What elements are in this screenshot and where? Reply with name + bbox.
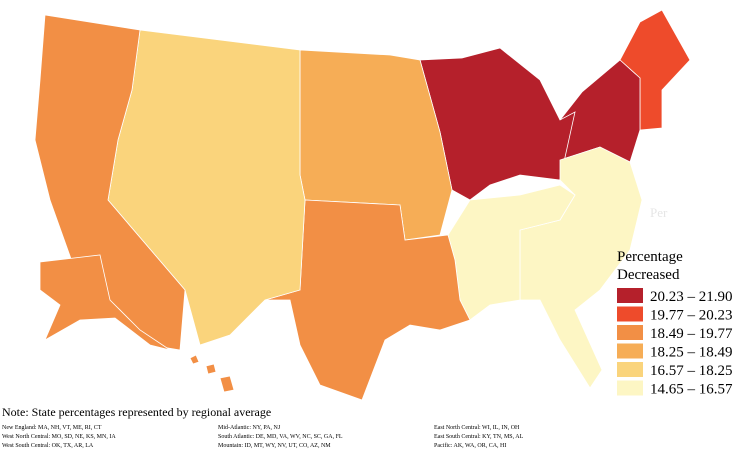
legend-title: Percentage xyxy=(617,249,683,265)
legend-swatch xyxy=(617,343,643,359)
region-shape xyxy=(189,354,200,365)
region-footnote: South Atlantic: DE, MD, VA, WV, NC, SC, … xyxy=(218,434,343,440)
region-footnote: East North Central: WI, IL, IN, OH xyxy=(434,425,520,431)
region-footnote: New England: MA, NH, VT, ME, RI, CT xyxy=(2,425,102,431)
region-shape xyxy=(39,254,171,351)
legend-label: 18.25 – 18.49 xyxy=(650,345,733,361)
region-footnotes: New England: MA, NH, VT, ME, RI, CT Mid-A… xyxy=(2,425,524,449)
region-footnote: Mountain: ID, MT, WY, NV, UT, CO, AZ, NM xyxy=(218,443,331,449)
legend-label: 16.57 – 18.25 xyxy=(650,363,733,379)
region-footnote: Mid-Atlantic: NY, PA, NJ xyxy=(218,425,281,431)
legend-label: 14.65 – 16.57 xyxy=(650,382,733,398)
legend-swatch xyxy=(617,380,643,396)
region-footnote: East South Central: KY, TN, MS, AL xyxy=(434,434,524,440)
region-footnote: West South Central: OK, TX, AR, LA xyxy=(2,443,94,449)
legend-label: 20.23 – 21.90 xyxy=(650,289,733,305)
region-shape xyxy=(264,199,471,401)
legend-swatch xyxy=(617,288,643,303)
legend-swatch xyxy=(617,306,643,322)
region-shape xyxy=(205,363,217,375)
legend-title: Decreased xyxy=(617,267,680,283)
note: Note: State percentages represented by r… xyxy=(2,405,271,419)
region-footnote: Pacific: AK, WA, OR, CA, HI xyxy=(434,442,506,449)
legend-swatch xyxy=(617,362,643,377)
legend-label: 18.49 – 19.77 xyxy=(650,326,733,342)
legend-label: 19.77 – 20.23 xyxy=(650,308,733,324)
legend: 20.23 – 21.90 19.77 – 20.23 18.49 – 19.77 1… xyxy=(617,288,733,398)
legend-swatch xyxy=(617,325,643,340)
watermark: Per xyxy=(650,205,668,220)
region-footnote: West North Central: MO, SD, NE, KS, MN, … xyxy=(2,434,116,440)
map-regions xyxy=(34,9,691,401)
region-shape xyxy=(219,375,235,393)
